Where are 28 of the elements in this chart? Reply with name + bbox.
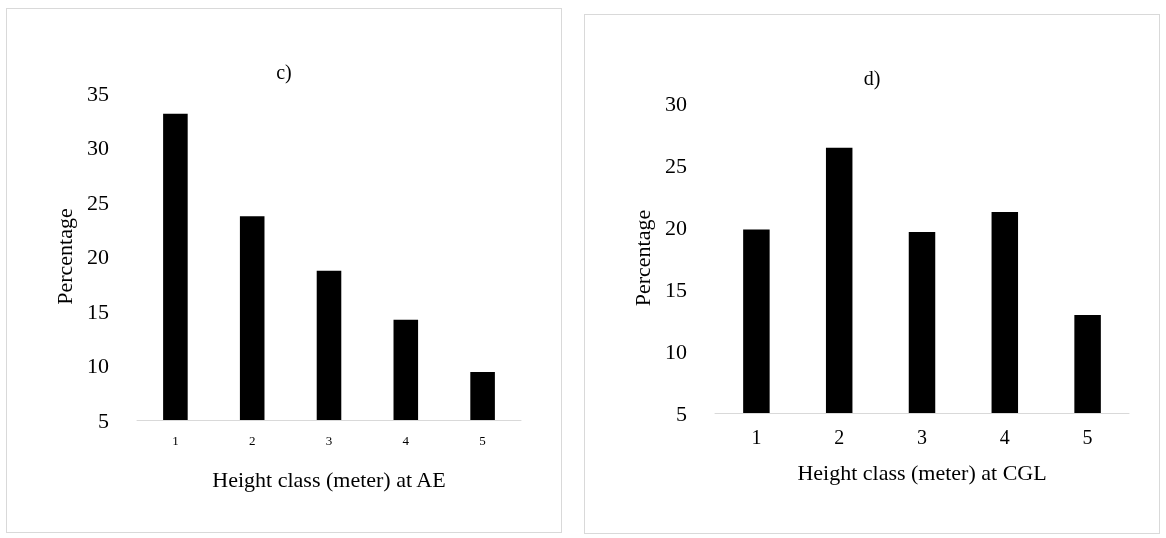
y-tick-label: 15 (87, 298, 109, 324)
x-tick-label: 2 (834, 426, 845, 448)
y-tick-label: 20 (665, 214, 687, 240)
x-tick-label: 1 (751, 426, 762, 448)
y-tick-label: 25 (665, 152, 687, 178)
x-tick-label: 4 (402, 433, 410, 448)
y-tick-label: 20 (87, 244, 109, 269)
y-tick-label: 5 (676, 400, 687, 426)
x-tick-label: 1 (172, 433, 179, 448)
y-tick-label: 30 (665, 90, 687, 116)
x-axis-title: Height class (meter) at AE (212, 466, 446, 492)
chart-title: c) (276, 61, 292, 84)
x-tick-label: 4 (999, 426, 1010, 448)
y-tick-label: 30 (87, 135, 109, 160)
x-tick-label: 3 (325, 433, 333, 448)
x-tick-label: 5 (1082, 426, 1093, 448)
y-axis-title: Percentage (51, 208, 77, 305)
y-tick-label: 10 (87, 353, 109, 378)
y-tick-label: 35 (87, 80, 109, 106)
y-tick-label: 25 (87, 189, 109, 215)
y-tick-label: 10 (665, 338, 687, 364)
x-axis-title: Height class (meter) at CGL (797, 459, 1047, 485)
y-axis-title: Percentage (629, 209, 655, 307)
x-tick-label: 3 (917, 426, 927, 448)
chart-title: d) (863, 67, 881, 90)
x-tick-label: 2 (248, 433, 256, 448)
x-tick-label: 5 (479, 433, 486, 448)
y-tick-label: 15 (665, 276, 687, 302)
